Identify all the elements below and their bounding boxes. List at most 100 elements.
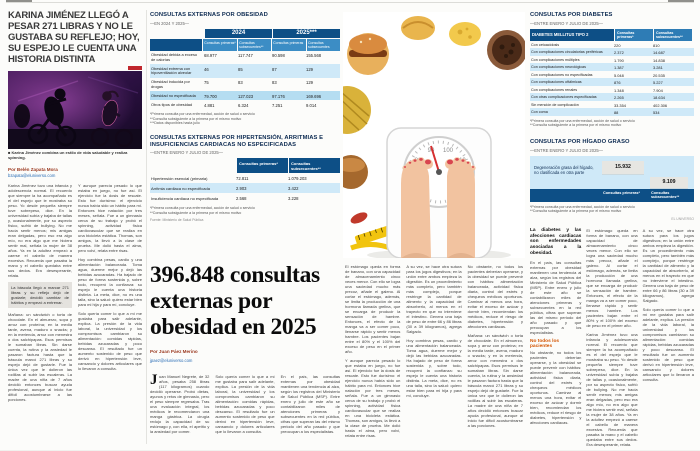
body-paragraph: El estómago queda en forma de banano, co… bbox=[345, 264, 401, 354]
main-article-col-3: En el país, las consultas externas por o… bbox=[281, 374, 340, 438]
right-col-3: A su vez, se hace otra sutura para los j… bbox=[643, 228, 694, 451]
spinning-class-photo bbox=[8, 66, 142, 149]
spacer-cell bbox=[150, 158, 236, 173]
column-divider bbox=[146, 10, 147, 444]
col-header: Consultas subsecuentes** bbox=[289, 158, 340, 174]
body-paragraph: No obstante, no todos los pacientes debe… bbox=[467, 264, 523, 329]
liver-sub-value: 9.109 bbox=[650, 176, 688, 188]
liver-table-title: CONSULTAS POR HÍGADO GRASO bbox=[530, 139, 630, 146]
value-cell: 72.811 bbox=[236, 175, 249, 181]
table-row: Con complicaciones no especificadas 5.048… bbox=[530, 71, 694, 78]
infographic-credit: EL UNIVERSO bbox=[671, 216, 694, 221]
body-paragraph: En el país, las consultas externas por o… bbox=[530, 259, 582, 335]
value-cell: 4.881 bbox=[204, 102, 215, 108]
table-row: Insuficiencia cardiaca no especificada 2… bbox=[150, 193, 340, 203]
value-cell: 88 bbox=[614, 110, 619, 116]
cardio-table-title: CONSULTAS EXTERNAS POR HIPERTENSIÓN, ARR… bbox=[150, 135, 324, 148]
right-col-2: El estómago queda en forma de banano, co… bbox=[586, 228, 637, 451]
row-label: Arritmia cardiaca no especificada bbox=[151, 185, 210, 191]
obesity-infographic: CONSULTAS EXTERNAS POR OBESIDAD —EN 2024… bbox=[150, 12, 340, 222]
value-cell: 97.176 bbox=[272, 93, 285, 99]
value-cell: 6.324 bbox=[238, 102, 249, 108]
left-article-col-1: Karina Jiménez tuvo una infancia y adole… bbox=[8, 183, 72, 406]
value-cell: 876 bbox=[614, 80, 621, 86]
main-article-col-6: No obstante, no todos los pacientes debe… bbox=[468, 264, 523, 442]
table-row: Obesidad debida a exceso de calorías 68.… bbox=[150, 51, 340, 65]
value-cell: 1.348 bbox=[614, 87, 624, 93]
spinning-photo-art bbox=[8, 71, 142, 149]
row-label: Obesidad no especificada bbox=[151, 92, 196, 98]
row-label: Con complicaciones renales bbox=[531, 87, 578, 92]
left-headline: KARINA JIMÉNEZ LLEGÓ A PESAR 271 LIBRAS … bbox=[8, 10, 140, 65]
obesity-table-subtitle: —EN 2024 Y 2025— bbox=[150, 20, 189, 26]
body-paragraph: Mañana: un sándwich o torta de chocolate… bbox=[467, 333, 523, 428]
body-paragraph: Y aunque parecía pesado lo que estaba en… bbox=[78, 182, 142, 253]
row-label: Con cetoacidosis bbox=[531, 42, 560, 47]
value-cell: 83 bbox=[238, 80, 243, 86]
year-2025-header: 2025*** bbox=[273, 28, 340, 38]
main-article-col-2: Solo quería comer lo que a mí me gustaba… bbox=[215, 374, 274, 438]
value-cell: 220 bbox=[614, 42, 621, 48]
body-paragraph: Solo quería comer lo que a mí me gustaba… bbox=[78, 310, 142, 371]
drop-cap: J bbox=[150, 372, 158, 388]
feet bbox=[401, 157, 476, 258]
table-row: Con cetoacidosis 220 810 bbox=[530, 41, 694, 48]
value-cell: 5.227 bbox=[653, 80, 663, 86]
footnote: *Primera consulta por una enfermedad, ac… bbox=[530, 118, 635, 123]
body-paragraph: El estómago queda en forma de banano, co… bbox=[586, 227, 638, 328]
value-cell: 9.014 bbox=[306, 102, 317, 108]
main-headline: 396.848 consultas externas por obesidad … bbox=[150, 262, 320, 340]
left-byline: Por Belén Zapata Mora bbox=[8, 166, 58, 172]
table-row: Con complicaciones neurológicas 1.387 3.28… bbox=[530, 63, 694, 71]
value-cell: 79.700 bbox=[204, 93, 217, 99]
year-header-row: 2024 2025*** bbox=[150, 28, 340, 38]
value-cell: 3.422 bbox=[288, 185, 299, 191]
value-cell: 7.251 bbox=[272, 102, 283, 108]
body-paragraph: Mañana: un sándwich o torta de chocolate… bbox=[8, 311, 72, 402]
body-paragraph: Hoy combina pesas, cardio y una alimenta… bbox=[78, 256, 142, 307]
value-cell: 90.598 bbox=[272, 53, 285, 59]
row-label: Otros tipos de obesidad bbox=[151, 101, 193, 107]
value-cell: 87 bbox=[272, 66, 277, 72]
value-cell: 2.903 bbox=[236, 185, 247, 191]
row-label: Obesidad extrema con hipoventilación alv… bbox=[151, 65, 192, 76]
value-cell: 75 bbox=[204, 80, 209, 86]
main-article-columns-right: El estómago queda en forma de banano, co… bbox=[345, 264, 523, 442]
value-cell: 33.354 bbox=[614, 102, 626, 108]
value-cell: 117.747 bbox=[238, 53, 253, 59]
body-paragraph: Solo quería comer lo que a mí me gustaba… bbox=[642, 306, 694, 382]
table-row: Con complicaciones renales 1.348 7.904 bbox=[530, 86, 694, 93]
col-header: Consultas primeras* bbox=[203, 38, 238, 51]
col-header: Consultas subsecuentes bbox=[307, 38, 340, 51]
row-label: Hipertensión esencial (primaria) bbox=[151, 175, 208, 181]
pull-quote-box: La báscula llegó a marcar 271 libras y s… bbox=[8, 281, 72, 308]
value-cell: 2.265 bbox=[614, 95, 624, 101]
value-cell: 1.079.203 bbox=[288, 175, 307, 181]
footnote: **Consulta subsiguiente a la primera por… bbox=[530, 209, 622, 214]
table-row: Sin mención de complicación 33.354 402.306 bbox=[530, 101, 694, 108]
table-row: Obesidad no especificada 79.700 127.023 … bbox=[150, 91, 340, 101]
footnote: *Primera consulta por una enfermedad, ac… bbox=[150, 206, 255, 211]
value-cell: 14.687 bbox=[653, 50, 665, 56]
main-byline: Por Juan Páez Merino bbox=[150, 349, 198, 354]
footnote: **Consulta subsiguiente a la primera por… bbox=[150, 116, 242, 121]
photo-caption: ■ Karina Jiménez combina un estilo de vi… bbox=[8, 150, 128, 160]
table-row: Hipertensión esencial (primaria) 72.811 … bbox=[150, 173, 340, 183]
body-paragraph: En el país, las consultas externas por o… bbox=[280, 374, 340, 434]
diabetes-table-title: CONSULTAS POR DIABETES bbox=[530, 12, 613, 18]
main-article-col-5: A su vez, se hace otra sutura para los j… bbox=[406, 264, 461, 442]
value-cell: 155.568 bbox=[306, 53, 322, 59]
column-header-row: Consultas primeras* Consultas subsecuent… bbox=[150, 38, 340, 51]
row-label: Obesidad inducida por drogas bbox=[151, 79, 190, 89]
pull-quote-text: La báscula llegó a marcar 271 libras y s… bbox=[11, 284, 69, 305]
left-article-col-2: Y aunque parecía pesado lo que estaba en… bbox=[78, 183, 142, 406]
value-cell: 46 bbox=[204, 66, 209, 72]
col-header: Consultas primeras* bbox=[237, 158, 288, 174]
value-cell: 3.281 bbox=[653, 65, 663, 71]
right-text-columns: La diabetes y las afecciones cardiacas s… bbox=[530, 228, 694, 451]
body-paragraph: Hoy combina pesas, cardio y una alimenta… bbox=[406, 338, 462, 398]
source-line: Fuente: Ministerio de Salud Pública bbox=[150, 218, 204, 223]
spacer-cell bbox=[150, 38, 203, 51]
